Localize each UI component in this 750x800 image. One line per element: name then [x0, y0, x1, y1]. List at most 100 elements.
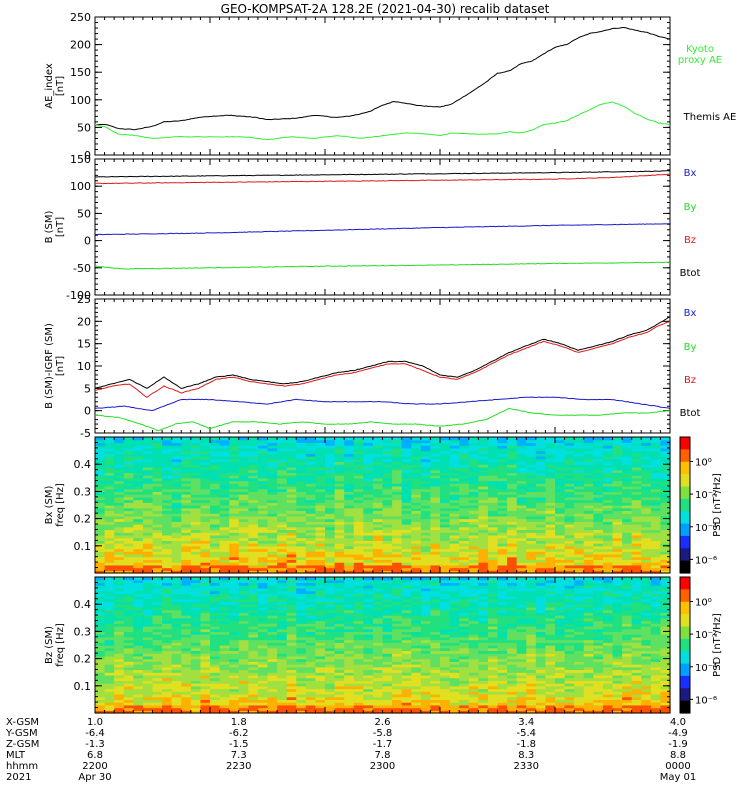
spectrogram-cell	[123, 669, 134, 673]
spectrogram-cell	[257, 540, 269, 544]
spectrogram-cell	[229, 447, 240, 452]
y-axis-label: Bx (SM)	[44, 486, 55, 525]
spectrogram-cell	[114, 505, 125, 509]
spectrogram-cell	[248, 553, 259, 558]
spectrogram-cell	[171, 447, 182, 452]
spectrogram-cell	[286, 491, 297, 495]
spectrogram-cell	[622, 445, 633, 449]
spectrogram-cell	[507, 532, 518, 536]
spectrogram-cell	[296, 534, 307, 539]
colorbar-segment	[680, 443, 690, 447]
spectrogram-cell	[459, 456, 470, 460]
spectrogram-cell	[555, 472, 566, 476]
spectrogram-cell	[487, 559, 499, 563]
spectrogram-cell	[650, 526, 662, 531]
spectrogram-cell	[152, 696, 163, 700]
spectrogram-cell	[162, 677, 173, 681]
spectrogram-cell	[411, 669, 422, 673]
panel-frame	[94, 158, 671, 296]
spectrogram-cell	[478, 548, 489, 552]
spectrogram-cell	[334, 529, 345, 533]
spectrogram-cell	[334, 664, 345, 668]
spectrogram-cell	[641, 674, 652, 679]
spectrogram-cell	[277, 502, 288, 506]
spectrogram-cell	[545, 458, 556, 463]
spectrogram-cell	[382, 485, 393, 490]
spectrogram-cell	[286, 515, 297, 520]
spectrogram-cell	[334, 513, 345, 517]
spectrogram-cell	[123, 526, 134, 531]
spectrogram-cell	[641, 691, 652, 695]
spectrogram-cell	[583, 437, 594, 441]
spectrogram-cell	[104, 710, 115, 714]
spectrogram-cell	[430, 677, 441, 681]
spectrogram-cell	[526, 548, 537, 552]
spectrogram-cell	[468, 515, 479, 520]
spectrogram-cell	[219, 439, 230, 444]
spectrogram-cell	[631, 543, 642, 547]
spectrogram-cell	[267, 447, 278, 452]
spectrogram-cell	[315, 466, 326, 471]
spectrogram-cell	[181, 545, 192, 550]
spectrogram-cell	[229, 540, 240, 544]
spectrogram-cell	[95, 543, 106, 547]
spectrogram-cell	[181, 666, 192, 671]
spectrogram-cell	[478, 513, 489, 517]
spectrogram-cell	[574, 505, 585, 509]
spectrogram-cell	[181, 469, 192, 473]
spectrogram-cell	[325, 488, 336, 492]
spectrogram-cell	[181, 669, 192, 673]
spectrogram-cell	[210, 469, 221, 473]
spectrogram-cell	[526, 553, 537, 558]
spectrogram-cell	[420, 559, 432, 563]
spectrogram-cell	[593, 494, 604, 498]
spectrogram-cell	[650, 453, 662, 457]
spectrogram-cell	[497, 475, 508, 479]
spectrogram-cell	[487, 456, 499, 460]
spectrogram-cell	[420, 545, 432, 550]
spectrogram-cell	[401, 532, 412, 536]
spectrogram-cell	[248, 461, 259, 465]
spectrogram-cell	[229, 702, 240, 706]
spectrogram-cell	[583, 466, 594, 471]
spectrogram-cell	[641, 450, 652, 454]
spectrogram-cell	[487, 688, 499, 692]
spectrogram-cell	[487, 453, 499, 457]
spectrogram-cell	[411, 529, 422, 533]
spectrogram-cell	[497, 445, 508, 449]
spectrogram-cell	[123, 483, 134, 487]
spectrogram-cell	[152, 483, 163, 487]
spectrogram-cell	[257, 543, 269, 547]
spectrogram-cell	[574, 556, 585, 560]
spectrogram-cell	[545, 669, 556, 673]
spectrogram-cell	[257, 518, 269, 522]
spectrogram-cell	[372, 499, 384, 503]
spectrogram-cell	[315, 553, 326, 558]
spectrogram-cell	[622, 567, 633, 571]
spectrogram-cell	[372, 661, 384, 665]
spectrogram-cell	[114, 532, 125, 536]
spectrogram-cell	[133, 491, 144, 495]
spectrogram-cell	[612, 543, 623, 547]
spectrogram-cell	[660, 464, 671, 468]
spectrogram-cell	[95, 488, 106, 492]
spectrogram-cell	[133, 674, 144, 679]
spectrogram-cell	[257, 545, 269, 550]
spectrogram-cell	[497, 494, 508, 498]
spectrogram-cell	[296, 543, 307, 547]
spectrogram-cell	[382, 510, 393, 514]
spectrogram-cell	[401, 707, 412, 711]
spectrogram-cell	[411, 502, 422, 506]
spectrogram-cell	[104, 442, 115, 446]
spectrogram-cell	[229, 674, 240, 679]
spectrogram-cell	[344, 442, 355, 446]
y-tick-label: 150	[70, 66, 91, 79]
spectrogram-cell	[104, 480, 115, 484]
spectrogram-cell	[305, 699, 317, 703]
spectrogram-cell	[535, 447, 547, 452]
spectrogram-cell	[325, 464, 336, 468]
spectrogram-cell	[516, 472, 527, 476]
spectrogram-cell	[593, 661, 604, 665]
spectrogram-cell	[238, 472, 249, 476]
spectrogram-cell	[420, 518, 432, 522]
